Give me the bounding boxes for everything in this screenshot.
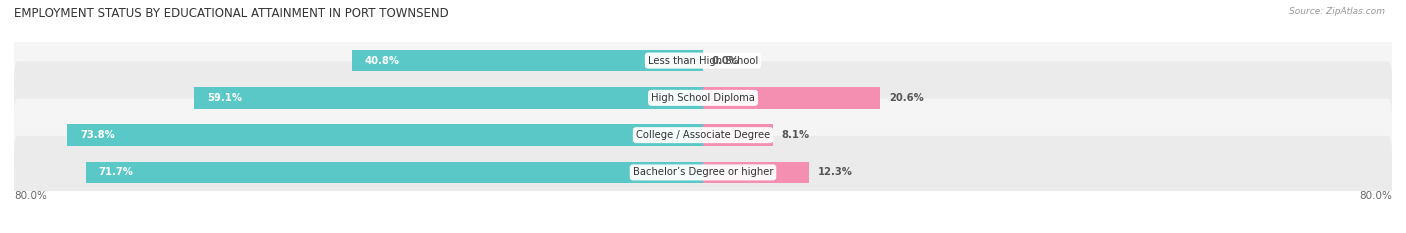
Text: High School Diploma: High School Diploma xyxy=(651,93,755,103)
FancyBboxPatch shape xyxy=(14,61,1392,134)
Text: 0.0%: 0.0% xyxy=(711,56,740,65)
Text: Source: ZipAtlas.com: Source: ZipAtlas.com xyxy=(1289,7,1385,16)
FancyBboxPatch shape xyxy=(14,99,1392,172)
Bar xyxy=(703,162,808,183)
Text: College / Associate Degree: College / Associate Degree xyxy=(636,130,770,140)
Text: 40.8%: 40.8% xyxy=(364,56,399,65)
Text: Less than High School: Less than High School xyxy=(648,56,758,65)
Text: Bachelor’s Degree or higher: Bachelor’s Degree or higher xyxy=(633,168,773,177)
Bar xyxy=(67,124,703,146)
Text: 12.3%: 12.3% xyxy=(817,168,852,177)
Text: 71.7%: 71.7% xyxy=(98,168,134,177)
Text: 73.8%: 73.8% xyxy=(80,130,115,140)
Bar xyxy=(194,87,703,109)
FancyBboxPatch shape xyxy=(14,24,1392,97)
Text: 80.0%: 80.0% xyxy=(14,191,46,201)
Text: EMPLOYMENT STATUS BY EDUCATIONAL ATTAINMENT IN PORT TOWNSEND: EMPLOYMENT STATUS BY EDUCATIONAL ATTAINM… xyxy=(14,7,449,20)
Text: 80.0%: 80.0% xyxy=(1360,191,1392,201)
Bar xyxy=(86,162,703,183)
Bar xyxy=(352,50,703,71)
Bar xyxy=(703,87,880,109)
FancyBboxPatch shape xyxy=(14,136,1392,209)
Text: 8.1%: 8.1% xyxy=(782,130,810,140)
Text: 59.1%: 59.1% xyxy=(207,93,242,103)
Text: 20.6%: 20.6% xyxy=(889,93,924,103)
Bar xyxy=(703,124,773,146)
